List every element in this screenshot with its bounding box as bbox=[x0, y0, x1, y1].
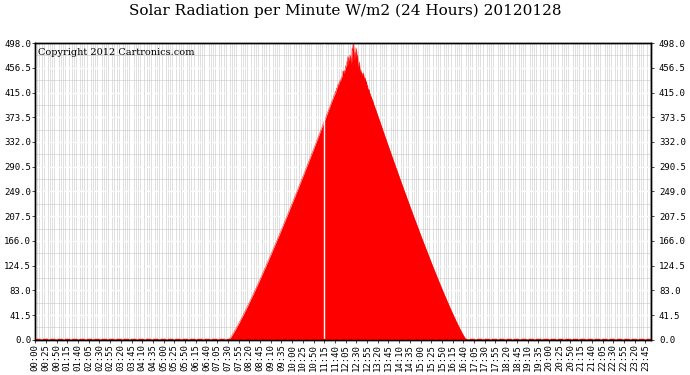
Text: Copyright 2012 Cartronics.com: Copyright 2012 Cartronics.com bbox=[38, 48, 195, 57]
Text: Solar Radiation per Minute W/m2 (24 Hours) 20120128: Solar Radiation per Minute W/m2 (24 Hour… bbox=[129, 4, 561, 18]
